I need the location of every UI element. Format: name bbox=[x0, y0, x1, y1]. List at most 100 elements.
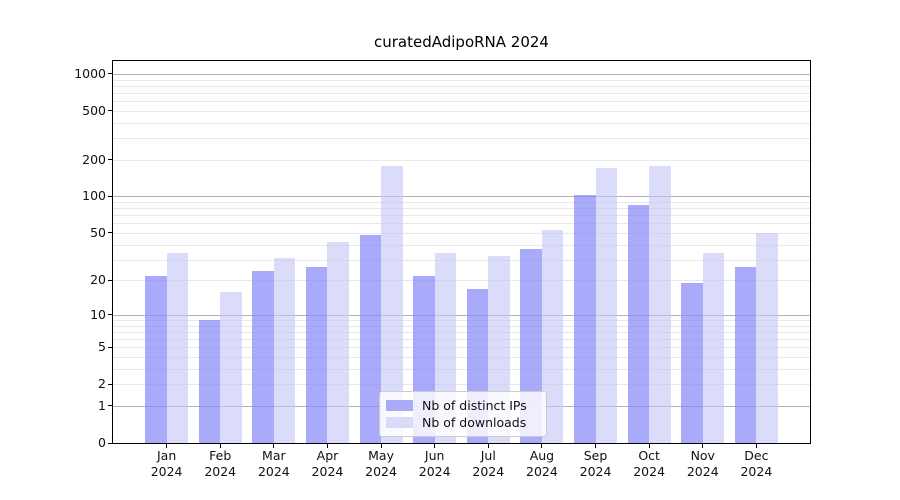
gridline-minor-5 bbox=[113, 347, 810, 349]
gridline-minor-6 bbox=[113, 339, 810, 341]
gridline-major-1000 bbox=[113, 73, 810, 75]
x-tick-oct bbox=[648, 444, 650, 448]
x-tick-month: May bbox=[368, 448, 394, 463]
y-tick-label-100: 100 bbox=[82, 188, 106, 204]
y-tick-100 bbox=[108, 195, 112, 197]
y-tick-label-10: 10 bbox=[90, 306, 106, 322]
gridline-minor-60 bbox=[113, 223, 810, 225]
x-tick-year: 2024 bbox=[418, 464, 451, 479]
bar-distinct-ips-oct bbox=[627, 205, 650, 443]
bar-distinct-ips-mar bbox=[252, 271, 274, 443]
y-tick-50 bbox=[108, 232, 112, 234]
bar-downloads-apr bbox=[327, 242, 349, 443]
bar-downloads-dec bbox=[756, 232, 778, 443]
gridline-minor-8 bbox=[113, 325, 810, 327]
x-tick-aug bbox=[541, 444, 543, 448]
x-tick-year: 2024 bbox=[740, 464, 773, 479]
x-tick-year: 2024 bbox=[204, 464, 237, 479]
x-tick-month: Jun bbox=[424, 448, 445, 463]
bar-distinct-ips-may bbox=[359, 235, 382, 443]
x-tick-year: 2024 bbox=[579, 464, 612, 479]
x-tick-mar bbox=[273, 444, 275, 448]
y-tick-500 bbox=[108, 110, 112, 112]
gridline-minor-900 bbox=[113, 79, 810, 81]
x-tick-year: 2024 bbox=[526, 464, 558, 479]
x-tick-year: 2024 bbox=[150, 464, 183, 479]
bar-downloads-jan bbox=[166, 253, 189, 443]
gridline-major-10 bbox=[113, 314, 810, 316]
x-tick-label-may: May 2024 bbox=[349, 448, 413, 480]
bar-distinct-ips-sep bbox=[574, 194, 596, 443]
legend-swatch-distinct-ips bbox=[386, 400, 413, 411]
gridline-minor-2 bbox=[113, 384, 810, 386]
x-tick-label-dec: Dec 2024 bbox=[724, 448, 788, 480]
x-tick-month: Jan bbox=[156, 448, 177, 463]
x-tick-jun bbox=[434, 444, 436, 448]
bar-downloads-feb bbox=[220, 291, 242, 443]
bar-distinct-ips-feb bbox=[198, 320, 221, 443]
x-tick-year: 2024 bbox=[365, 464, 397, 479]
bar-downloads-nov bbox=[702, 253, 725, 443]
gridline-minor-70 bbox=[113, 215, 810, 217]
x-tick-label-oct: Oct 2024 bbox=[617, 448, 681, 480]
y-tick-label-500: 500 bbox=[82, 102, 106, 118]
gridline-minor-200 bbox=[113, 159, 810, 161]
x-tick-apr bbox=[326, 444, 328, 448]
x-tick-year: 2024 bbox=[686, 464, 719, 479]
x-tick-year: 2024 bbox=[472, 464, 505, 479]
y-tick-label-2: 2 bbox=[98, 376, 106, 392]
y-tick-10 bbox=[108, 314, 112, 316]
bar-downloads-may bbox=[381, 166, 403, 443]
bar-distinct-ips-apr bbox=[306, 266, 328, 443]
bar-distinct-ips-dec bbox=[734, 266, 757, 443]
y-tick-label-1: 1 bbox=[98, 397, 106, 413]
x-tick-month: Aug bbox=[529, 448, 555, 463]
x-tick-month: Feb bbox=[209, 448, 232, 463]
legend-swatch-downloads bbox=[386, 417, 413, 428]
x-tick-label-mar: Mar 2024 bbox=[242, 448, 306, 480]
y-tick-label-50: 50 bbox=[90, 224, 106, 240]
gridline-minor-20 bbox=[113, 280, 810, 282]
x-tick-label-jun: Jun 2024 bbox=[403, 448, 467, 480]
gridline-minor-90 bbox=[113, 202, 810, 204]
x-tick-nov bbox=[702, 444, 704, 448]
gridline-minor-600 bbox=[113, 101, 810, 103]
x-tick-label-sep: Sep 2024 bbox=[564, 448, 628, 480]
chart-title: curatedAdipoRNA 2024 bbox=[374, 33, 549, 51]
x-tick-month: Jul bbox=[480, 448, 496, 463]
legend-label-distinct-ips: Nb of distinct IPs bbox=[422, 398, 527, 413]
x-tick-month: Dec bbox=[744, 448, 769, 463]
legend-row-distinct-ips: Nb of distinct IPs bbox=[386, 397, 538, 414]
gridline-minor-300 bbox=[113, 138, 810, 140]
y-tick-1000 bbox=[108, 73, 112, 75]
y-tick-label-1000: 1000 bbox=[74, 65, 106, 81]
x-tick-may bbox=[380, 444, 382, 448]
gridline-minor-9 bbox=[113, 320, 810, 321]
gridline-minor-4 bbox=[113, 357, 810, 359]
y-tick-label-200: 200 bbox=[82, 151, 106, 167]
y-tick-2 bbox=[108, 383, 112, 385]
gridline-minor-400 bbox=[113, 122, 810, 124]
x-tick-label-jul: Jul 2024 bbox=[456, 448, 520, 480]
x-tick-year: 2024 bbox=[257, 464, 290, 479]
gridline-minor-30 bbox=[113, 259, 810, 261]
x-tick-year: 2024 bbox=[633, 464, 666, 479]
x-tick-year: 2024 bbox=[311, 464, 344, 479]
x-tick-feb bbox=[219, 444, 221, 448]
gridline-minor-3 bbox=[113, 368, 810, 370]
plot-area: Nb of distinct IPs Nb of downloads bbox=[112, 60, 811, 444]
gridline-minor-7 bbox=[113, 331, 810, 333]
gridline-minor-80 bbox=[113, 208, 810, 210]
grid-layer bbox=[113, 61, 810, 443]
gridline-major-100 bbox=[113, 196, 810, 198]
y-tick-label-5: 5 bbox=[98, 339, 106, 355]
y-tick-5 bbox=[108, 346, 112, 348]
y-tick-20 bbox=[108, 279, 112, 281]
y-tick-200 bbox=[108, 159, 112, 161]
legend-row-downloads: Nb of downloads bbox=[386, 414, 538, 431]
bar-downloads-mar bbox=[273, 257, 296, 443]
y-tick-label-20: 20 bbox=[90, 272, 106, 288]
legend-label-downloads: Nb of downloads bbox=[422, 415, 527, 430]
x-tick-dec bbox=[755, 444, 757, 448]
